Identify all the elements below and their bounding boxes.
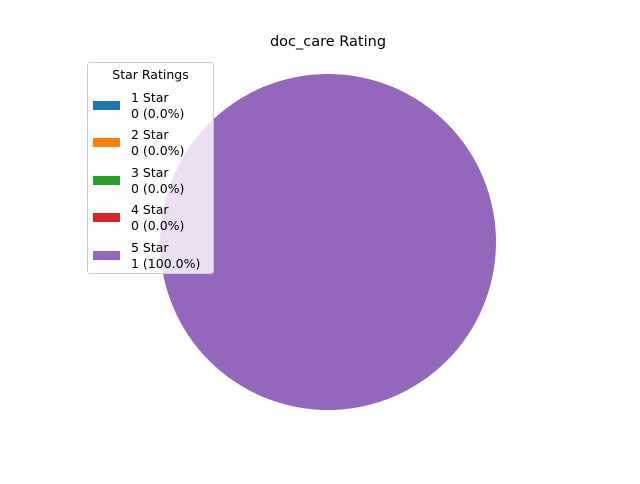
legend-swatch-4-star xyxy=(93,213,120,222)
legend-item-3-star: 3 Star 0 (0.0%) xyxy=(93,165,211,199)
legend-item-2-star: 2 Star 0 (0.0%) xyxy=(93,127,211,161)
legend-category-4-star: 4 Star xyxy=(131,202,169,217)
chart-title: doc_care Rating xyxy=(269,34,387,50)
legend-label-4-star: 4 Star 0 (0.0%) xyxy=(131,202,184,234)
legend-item-1-star: 1 Star 0 (0.0%) xyxy=(93,90,211,124)
legend-value-2-star: 0 (0.0%) xyxy=(131,143,185,158)
legend-label-2-star: 2 Star 0 (0.0%) xyxy=(131,127,184,159)
legend-item-4-star: 4 Star 0 (0.0%) xyxy=(93,202,211,236)
legend-label-1-star: 1 Star 0 (0.0%) xyxy=(131,90,184,122)
legend-category-1-star: 1 Star xyxy=(131,90,169,105)
legend-value-3-star: 0 (0.0%) xyxy=(131,181,185,196)
legend-value-1-star: 0 (0.0%) xyxy=(131,106,185,121)
legend-swatch-5-star xyxy=(93,251,120,260)
legend: Star Ratings 1 Star 0 (0.0%) 2 Star 0 (0… xyxy=(87,62,214,274)
legend-value-5-star: 1 (100.0%) xyxy=(131,256,201,271)
legend-swatch-2-star xyxy=(93,138,120,147)
legend-item-5-star: 5 Star 1 (100.0%) xyxy=(93,240,211,274)
legend-title: Star Ratings xyxy=(112,67,189,82)
legend-value-4-star: 0 (0.0%) xyxy=(131,218,185,233)
legend-category-5-star: 5 Star xyxy=(131,240,169,255)
pie-slice-5-star xyxy=(160,74,496,410)
legend-category-2-star: 2 Star xyxy=(131,127,169,142)
legend-swatch-1-star xyxy=(93,101,120,110)
legend-label-5-star: 5 Star 1 (100.0%) xyxy=(131,240,200,272)
legend-category-3-star: 3 Star xyxy=(131,165,169,180)
legend-swatch-3-star xyxy=(93,176,120,185)
legend-label-3-star: 3 Star 0 (0.0%) xyxy=(131,165,184,197)
